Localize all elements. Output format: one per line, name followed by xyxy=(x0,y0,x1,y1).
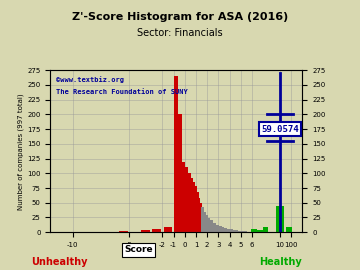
Bar xyxy=(286,228,292,232)
Text: Healthy: Healthy xyxy=(260,256,302,266)
Bar xyxy=(251,229,257,232)
Bar xyxy=(210,220,213,232)
Text: 59.0574: 59.0574 xyxy=(261,125,299,134)
Bar xyxy=(263,228,268,232)
Bar xyxy=(197,198,201,232)
Bar xyxy=(235,230,238,232)
Bar xyxy=(190,178,193,232)
Bar xyxy=(195,192,199,232)
Text: Z'-Score Histogram for ASA (2016): Z'-Score Histogram for ASA (2016) xyxy=(72,12,288,22)
Bar xyxy=(178,114,182,232)
Y-axis label: Number of companies (997 total): Number of companies (997 total) xyxy=(18,93,24,210)
Bar xyxy=(192,182,195,232)
Bar xyxy=(216,225,219,232)
Text: ©www.textbiz.org: ©www.textbiz.org xyxy=(56,76,124,83)
Bar xyxy=(233,230,236,232)
Bar xyxy=(199,203,202,232)
Bar xyxy=(230,229,233,232)
Bar xyxy=(182,161,185,232)
Bar xyxy=(227,229,230,232)
Bar xyxy=(221,228,224,232)
Text: Score: Score xyxy=(124,245,153,254)
Text: The Research Foundation of SUNY: The Research Foundation of SUNY xyxy=(56,89,188,95)
Bar xyxy=(187,173,191,232)
Bar xyxy=(241,231,244,232)
Bar xyxy=(207,218,211,232)
Bar xyxy=(201,207,204,232)
Bar xyxy=(219,226,222,232)
Bar xyxy=(257,230,263,232)
Bar xyxy=(119,231,128,232)
Bar xyxy=(244,231,247,232)
Bar xyxy=(224,228,227,232)
Bar xyxy=(152,229,161,232)
Bar xyxy=(205,215,208,232)
Text: Sector: Financials: Sector: Financials xyxy=(137,28,223,38)
Bar xyxy=(238,231,241,232)
Text: Unhealthy: Unhealthy xyxy=(31,256,87,266)
Bar xyxy=(141,230,150,232)
Bar xyxy=(193,186,197,232)
Bar xyxy=(203,212,206,232)
Bar xyxy=(213,223,216,232)
Bar xyxy=(275,206,284,232)
Bar xyxy=(174,76,178,232)
Bar xyxy=(185,167,188,232)
Bar xyxy=(163,228,172,232)
